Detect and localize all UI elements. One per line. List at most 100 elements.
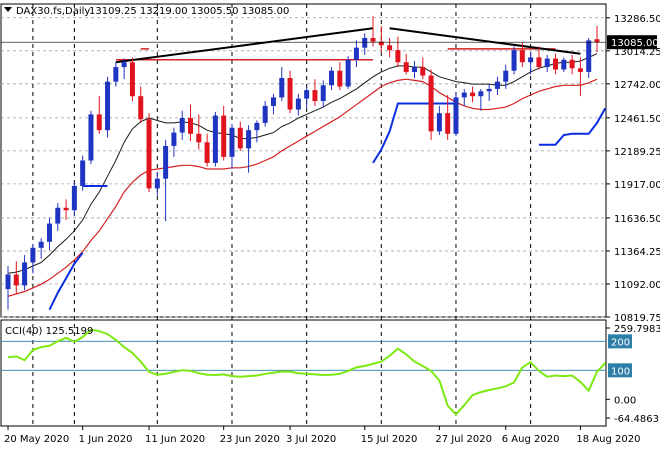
candle-body bbox=[312, 90, 318, 102]
cci-line bbox=[7, 328, 607, 416]
price-tick-label: 13286.50 bbox=[614, 14, 660, 25]
candle bbox=[262, 101, 268, 127]
candle-body bbox=[353, 47, 359, 60]
candle bbox=[163, 139, 169, 222]
candle-body bbox=[171, 132, 177, 146]
x-tick-label: 27 Jul 2020 bbox=[435, 434, 492, 445]
candle-body bbox=[503, 70, 509, 82]
candle-body bbox=[461, 92, 467, 98]
candle bbox=[304, 86, 310, 109]
candle-body bbox=[146, 119, 152, 189]
candle bbox=[179, 110, 185, 140]
candle-body bbox=[536, 57, 542, 68]
candle bbox=[129, 57, 135, 102]
candle-body bbox=[196, 133, 202, 143]
trend-line bbox=[115, 27, 374, 64]
candle bbox=[494, 76, 500, 95]
candle-body bbox=[63, 207, 69, 211]
candle-body bbox=[519, 50, 525, 63]
candle-body bbox=[5, 274, 11, 290]
candle bbox=[486, 84, 492, 102]
candle-body bbox=[46, 223, 52, 242]
candle bbox=[544, 54, 550, 72]
candle-body bbox=[270, 97, 276, 106]
x-tick-label: 11 Jun 2020 bbox=[145, 434, 205, 445]
candle bbox=[569, 54, 575, 75]
candle bbox=[121, 58, 127, 80]
candle-body bbox=[304, 90, 310, 99]
cci-tick-label: -64.4863 bbox=[614, 414, 659, 425]
candle-body bbox=[113, 67, 119, 82]
cci-tick-label: 259.7983 bbox=[614, 324, 660, 335]
candle bbox=[96, 96, 102, 134]
trend-line bbox=[389, 27, 581, 55]
candle bbox=[113, 62, 119, 87]
candle bbox=[80, 155, 86, 191]
candle-body bbox=[494, 81, 500, 89]
candle-body bbox=[71, 185, 77, 211]
candle-body bbox=[179, 118, 185, 133]
candle bbox=[138, 86, 144, 123]
cci-level-tag bbox=[608, 363, 632, 378]
candle bbox=[370, 16, 376, 47]
dropdown-arrow-icon bbox=[4, 7, 12, 12]
candle bbox=[312, 79, 318, 106]
candle bbox=[13, 261, 19, 294]
chart-ohlc: 13109.25 13219.00 13005.50 13085.00 bbox=[89, 6, 289, 17]
stop-line bbox=[538, 107, 607, 146]
candle bbox=[287, 70, 293, 114]
candle-body bbox=[337, 70, 343, 87]
candle bbox=[254, 120, 260, 143]
cci-panel-frame bbox=[0, 319, 607, 427]
candle-body bbox=[30, 247, 36, 263]
price-tick-label: 12189.25 bbox=[614, 147, 660, 158]
candle-body bbox=[553, 58, 559, 70]
candle bbox=[279, 67, 285, 102]
candle bbox=[221, 105, 227, 161]
candle-body bbox=[436, 113, 442, 132]
price-tick-label: 13014.25 bbox=[614, 47, 660, 58]
chart-symbol: DAX30.fs,Daily bbox=[16, 6, 90, 17]
candle bbox=[229, 124, 235, 169]
candle-body bbox=[470, 92, 476, 97]
candle-body bbox=[38, 241, 44, 248]
candle-body bbox=[129, 62, 135, 97]
candle-body bbox=[395, 50, 401, 63]
candle bbox=[212, 111, 218, 167]
price-tick-label: 11636.50 bbox=[614, 214, 660, 225]
candle-body bbox=[105, 81, 111, 131]
candle-body bbox=[22, 262, 28, 286]
candle-body bbox=[295, 98, 301, 110]
candle-body bbox=[420, 67, 426, 76]
stop-line bbox=[372, 102, 456, 164]
candle-body bbox=[55, 207, 61, 224]
candle bbox=[171, 127, 177, 157]
candle bbox=[270, 93, 276, 115]
candle-body bbox=[577, 68, 583, 72]
candle-body bbox=[428, 75, 434, 132]
candle-body bbox=[411, 67, 417, 72]
candle bbox=[436, 105, 442, 136]
candle bbox=[503, 64, 509, 89]
cci-header: CCI(40) 125.5199 bbox=[5, 326, 93, 337]
candle-body bbox=[586, 40, 592, 72]
candle bbox=[38, 238, 44, 259]
price-tick-label: 12742.00 bbox=[614, 80, 660, 91]
cci-level-tag bbox=[608, 334, 632, 349]
candle bbox=[411, 61, 417, 78]
candle bbox=[420, 57, 426, 80]
candle-body bbox=[320, 85, 326, 102]
candle bbox=[154, 172, 160, 196]
candle bbox=[246, 125, 252, 173]
candle-body bbox=[138, 96, 144, 120]
candle-body bbox=[528, 57, 534, 63]
current-price-label: 13085.00 bbox=[611, 38, 659, 49]
candle-body bbox=[486, 88, 492, 92]
cci-level-label: 100 bbox=[611, 366, 630, 377]
candle-body bbox=[96, 114, 102, 131]
candle-body bbox=[246, 130, 252, 149]
x-tick-label: 18 Aug 2020 bbox=[576, 434, 640, 445]
candle-body bbox=[221, 115, 227, 157]
candle-body bbox=[163, 145, 169, 179]
